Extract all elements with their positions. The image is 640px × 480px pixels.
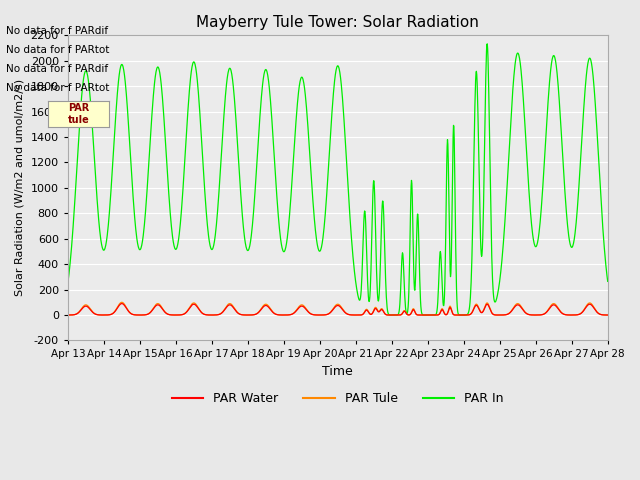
Legend: PAR Water, PAR Tule, PAR In: PAR Water, PAR Tule, PAR In [167,387,508,410]
PAR In [171,245,179,251]
PAR Tule [422,312,429,318]
PAR Water [118,300,125,306]
PAR Tule [184,307,192,312]
Line: PAR In: PAR In [68,44,608,315]
PAR Tule [540,311,548,317]
PAR Water [604,312,612,318]
PAR In [604,278,612,284]
PAR Tule [172,312,179,318]
PAR Water [184,307,192,313]
PAR Water [64,312,72,318]
PAR In [184,108,192,114]
X-axis label: Time: Time [323,365,353,378]
PAR Tule [493,312,500,318]
PAR Tule [118,300,125,305]
PAR Tule [604,312,612,318]
PAR Tule [245,312,253,318]
Text: No data for f PARdif: No data for f PARdif [6,64,109,74]
PAR Water [424,312,431,318]
PAR In [483,41,491,47]
PAR Tule [424,312,431,318]
Title: Mayberry Tule Tower: Solar Radiation: Mayberry Tule Tower: Solar Radiation [196,15,479,30]
Line: PAR Water: PAR Water [68,303,608,315]
PAR In [422,312,429,318]
PAR Water [245,312,253,318]
PAR In [493,296,500,301]
Text: No data for f PARdif: No data for f PARdif [6,25,109,36]
PAR In [244,247,252,253]
PAR Tule [64,312,72,318]
Text: PAR
tule: PAR tule [68,103,89,125]
PAR In [425,312,433,318]
PAR Water [493,312,500,318]
Line: PAR Tule: PAR Tule [68,302,608,315]
Text: No data for f PARtot: No data for f PARtot [6,45,110,55]
Text: No data for f PARtot: No data for f PARtot [6,83,110,93]
Y-axis label: Solar Radiation (W/m2 and umol/m2/s): Solar Radiation (W/m2 and umol/m2/s) [15,79,25,297]
PAR Water [540,311,548,317]
PAR Water [422,312,429,318]
PAR In [64,280,72,286]
PAR In [540,160,548,166]
PAR Water [172,312,179,318]
